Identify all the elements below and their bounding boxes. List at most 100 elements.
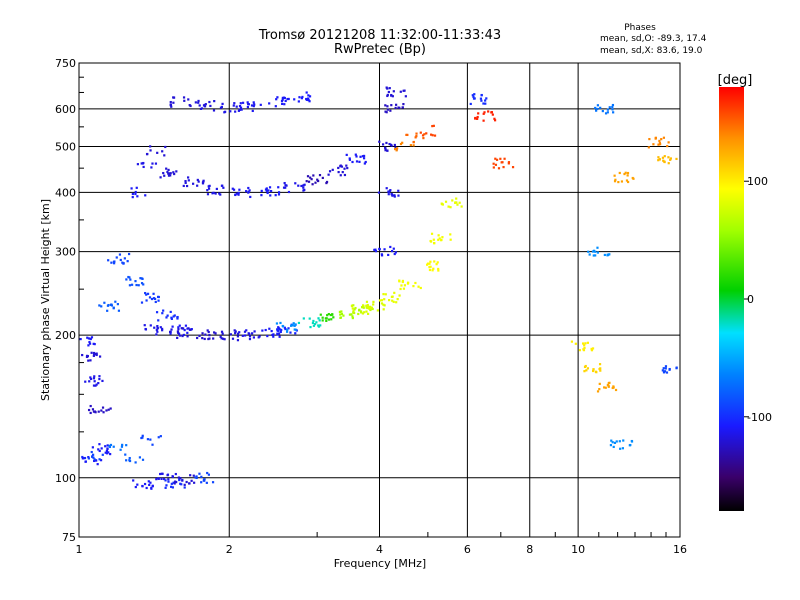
data-point xyxy=(307,98,310,101)
data-point xyxy=(275,98,278,101)
data-point xyxy=(160,472,163,475)
data-point xyxy=(384,146,387,149)
data-point xyxy=(151,484,154,487)
data-point xyxy=(149,481,152,484)
data-point xyxy=(237,193,240,196)
data-point xyxy=(92,354,95,357)
data-point xyxy=(137,284,140,287)
data-point xyxy=(480,99,483,102)
data-point xyxy=(607,253,610,256)
data-point xyxy=(318,319,321,322)
data-point xyxy=(89,404,92,408)
data-point xyxy=(583,365,587,369)
data-point xyxy=(596,251,599,254)
data-point xyxy=(215,187,218,191)
data-point xyxy=(224,110,227,113)
data-point xyxy=(121,443,124,447)
data-point xyxy=(139,277,142,280)
data-point xyxy=(385,111,388,114)
data-point xyxy=(591,347,595,350)
data-point xyxy=(626,174,629,177)
data-point xyxy=(234,332,237,335)
data-point xyxy=(599,367,602,370)
data-point xyxy=(348,157,351,160)
data-point xyxy=(595,109,598,112)
data-point xyxy=(594,254,597,257)
data-point xyxy=(91,446,94,449)
data-point xyxy=(661,156,665,159)
data-point xyxy=(134,190,137,194)
data-point xyxy=(456,203,459,206)
colorbar-tick-label: -100 xyxy=(747,411,772,424)
data-point xyxy=(412,285,415,288)
data-point xyxy=(268,327,271,330)
data-point xyxy=(98,304,101,307)
data-point xyxy=(185,184,189,188)
data-point xyxy=(101,453,104,456)
data-point xyxy=(178,334,182,337)
data-point xyxy=(276,333,279,336)
data-point xyxy=(372,303,375,306)
data-point xyxy=(376,309,379,312)
data-point xyxy=(352,309,355,312)
data-point xyxy=(134,280,137,283)
data-point xyxy=(440,202,443,205)
data-point xyxy=(236,339,240,342)
data-point xyxy=(332,316,335,319)
data-point xyxy=(106,444,109,447)
data-point xyxy=(365,304,368,307)
data-point xyxy=(647,146,650,149)
data-point xyxy=(350,313,353,316)
data-point xyxy=(200,481,203,484)
data-point xyxy=(300,184,303,188)
data-point xyxy=(107,451,110,454)
data-point xyxy=(142,161,145,165)
data-point xyxy=(157,299,160,302)
data-point xyxy=(244,334,247,337)
data-point xyxy=(591,369,595,373)
data-point xyxy=(368,307,371,310)
data-point xyxy=(614,388,618,392)
data-point xyxy=(432,238,435,241)
data-point xyxy=(166,170,169,174)
data-point xyxy=(293,98,296,101)
colorbar-tick-label: 0 xyxy=(747,293,754,306)
data-point xyxy=(604,386,607,389)
data-point xyxy=(220,337,223,340)
data-point xyxy=(428,266,431,269)
data-point xyxy=(123,257,126,260)
data-point xyxy=(493,117,496,120)
data-point xyxy=(428,262,431,265)
data-point xyxy=(503,157,506,160)
data-point xyxy=(287,97,290,101)
data-point xyxy=(172,315,175,318)
data-point xyxy=(161,150,164,153)
data-point xyxy=(211,481,215,484)
data-point xyxy=(110,261,113,264)
data-point xyxy=(141,458,145,461)
data-point xyxy=(387,193,390,196)
data-point xyxy=(433,242,436,245)
data-point xyxy=(342,314,345,317)
data-point xyxy=(146,292,150,295)
data-point xyxy=(297,184,300,187)
data-point xyxy=(93,375,96,378)
data-point xyxy=(618,171,621,175)
data-point xyxy=(612,445,615,449)
data-point xyxy=(184,181,187,185)
data-point xyxy=(615,440,618,443)
data-point xyxy=(362,154,366,158)
data-point xyxy=(260,189,263,193)
data-point xyxy=(172,96,176,99)
data-point xyxy=(430,133,433,136)
data-point xyxy=(358,308,361,311)
data-point xyxy=(354,306,357,310)
data-point xyxy=(167,168,170,172)
data-point xyxy=(248,332,251,336)
data-point xyxy=(415,132,418,135)
data-point xyxy=(444,200,448,203)
data-point xyxy=(622,439,625,442)
data-point xyxy=(85,354,89,357)
data-point xyxy=(155,328,158,331)
data-point xyxy=(270,329,273,333)
